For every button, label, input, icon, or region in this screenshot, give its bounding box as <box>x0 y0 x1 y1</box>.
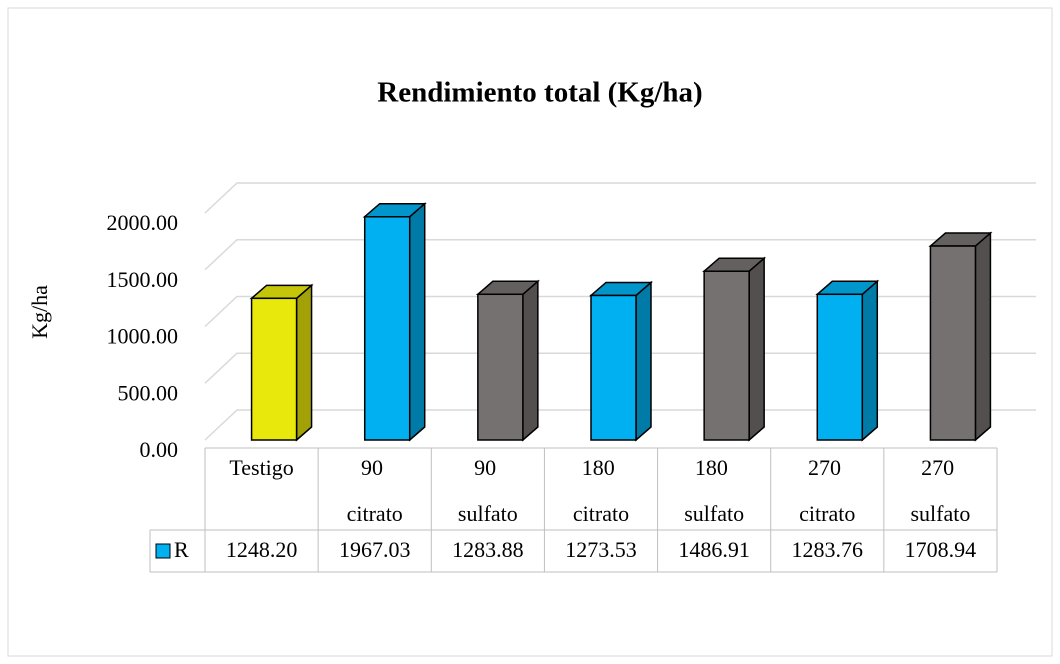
x-tick-label: 180 sulfato <box>684 455 744 526</box>
x-tick-label: 90 sulfato <box>458 455 518 526</box>
bar-front <box>929 245 977 441</box>
bar-side <box>861 279 879 442</box>
bar-side <box>522 279 539 442</box>
bar-front <box>703 270 750 441</box>
y-tick-label: 1000.00 <box>107 324 179 349</box>
grid-line <box>204 295 1036 328</box>
legend-label: R <box>174 537 189 562</box>
bar-front <box>250 297 298 441</box>
y-tick-label: 1500.00 <box>107 267 179 292</box>
bar-front <box>477 293 524 441</box>
data-label: 1273.53 <box>565 537 637 562</box>
y-tick-label: 2000.00 <box>107 210 179 235</box>
x-tick-label: 270 citrato <box>799 455 855 526</box>
y-tick-label: 0.00 <box>140 437 179 462</box>
bar-side <box>748 256 765 442</box>
data-label: 1283.76 <box>792 537 864 562</box>
bar <box>475 279 540 442</box>
bar <box>249 283 314 442</box>
x-tick-label: Testigo <box>229 455 293 480</box>
bar-side <box>974 231 992 442</box>
bar-side <box>295 283 313 442</box>
data-label: 1967.03 <box>339 537 411 562</box>
data-label: 1486.91 <box>678 537 750 562</box>
y-tick-label: 500.00 <box>118 380 179 405</box>
x-tick-label: 90 citrato <box>347 455 403 526</box>
x-tick-label: 270 sulfato <box>910 455 970 526</box>
bar <box>702 256 767 442</box>
data-label: 1283.88 <box>452 537 524 562</box>
x-tick-label: 180 citrato <box>573 455 629 526</box>
bar-front <box>363 215 411 441</box>
bar <box>928 231 993 442</box>
bar-front <box>816 293 864 441</box>
legend-key <box>155 543 171 559</box>
bar <box>815 279 880 442</box>
grid-line <box>204 409 1036 441</box>
grid-line <box>204 352 1036 384</box>
grid-line <box>204 239 1036 271</box>
y-axis-label: Kg/ha <box>27 285 52 339</box>
bar <box>588 280 654 442</box>
data-label: 1248.20 <box>226 537 298 562</box>
grid-line <box>204 182 1036 214</box>
bar-side <box>408 202 426 442</box>
data-label: 1708.94 <box>905 537 977 562</box>
chart-title: Rendimiento total (Kg/ha) <box>377 77 702 109</box>
bar-front <box>590 294 637 441</box>
bar <box>362 202 427 442</box>
bar-side <box>635 280 652 442</box>
